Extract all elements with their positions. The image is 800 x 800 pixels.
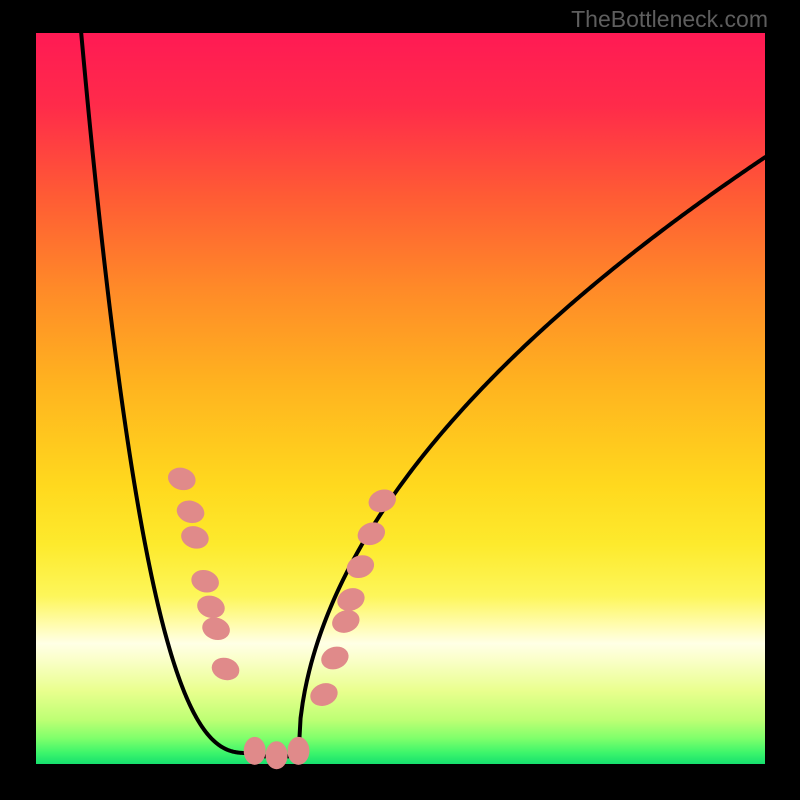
marker-point [329,606,363,636]
marker-point [194,592,227,621]
chart-stage: TheBottleneck.com [0,0,800,800]
marker-point [343,552,377,582]
marker-point [365,486,399,516]
marker-point [200,614,233,643]
watermark-text: TheBottleneck.com [571,6,768,33]
marker-point [209,655,242,684]
marker-point [189,567,222,596]
marker-point [174,497,207,526]
marker-point [165,464,198,493]
marker-point [318,643,352,673]
marker-point [266,741,288,769]
marker-point [307,679,341,709]
bottleneck-curve [81,33,765,756]
marker-point [178,523,211,552]
marker-point [287,737,309,765]
chart-svg [0,0,800,800]
marker-point [244,737,266,765]
marker-point [354,519,388,549]
